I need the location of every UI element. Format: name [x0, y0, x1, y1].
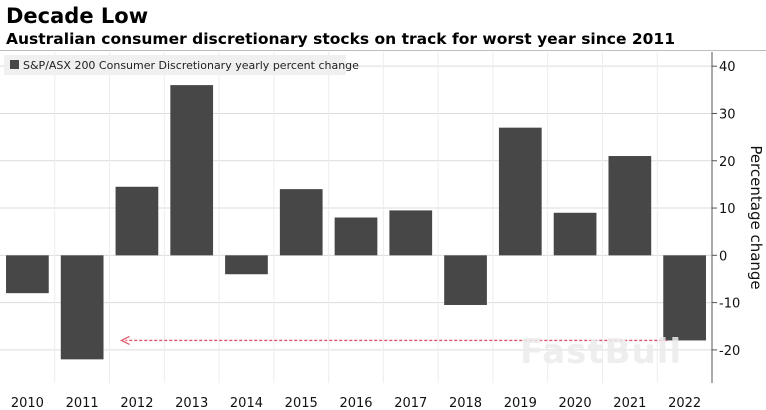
x-tick-label: 2014	[230, 396, 263, 410]
x-tick-label: 2012	[120, 396, 153, 410]
bar-2015	[279, 189, 323, 256]
x-tick-label: 2022	[668, 396, 701, 410]
bar-2020	[553, 212, 597, 256]
bar-2012	[115, 186, 159, 256]
bar-2021	[608, 156, 652, 256]
x-tick-label: 2021	[613, 396, 646, 410]
x-tick-label: 2016	[339, 396, 372, 410]
chart-title: Decade Low	[6, 4, 149, 28]
x-tick-label: 2010	[11, 396, 44, 410]
bar-2022	[663, 255, 706, 341]
y-tick-label: 40	[719, 60, 736, 75]
watermark: FastBull	[520, 332, 683, 372]
y-tick-label: 30	[719, 107, 736, 122]
x-tick-label: 2018	[449, 396, 482, 410]
annotation-arrow-head	[120, 335, 130, 346]
legend-box	[4, 55, 346, 75]
bar-2016	[334, 217, 378, 256]
y-tick-label: 10	[719, 202, 736, 217]
x-tick-label: 2013	[175, 396, 208, 410]
y-axis-label: Percentage change	[747, 145, 765, 289]
x-tick-label: 2019	[504, 396, 537, 410]
title-divider	[0, 50, 766, 51]
y-tick-label: 0	[719, 249, 727, 264]
chart-subtitle: Australian consumer discretionary stocks…	[6, 30, 675, 48]
bar-2019	[498, 127, 542, 256]
x-tick-label: 2020	[559, 396, 592, 410]
bar-2011	[60, 255, 104, 360]
legend-label: S&P/ASX 200 Consumer Discretionary yearl…	[23, 59, 359, 72]
x-tick-label: 2011	[66, 396, 99, 410]
bar-2017	[389, 210, 433, 256]
bar-2010	[6, 255, 49, 294]
bar-2018	[444, 255, 487, 305]
y-tick-label: 20	[719, 155, 736, 170]
legend-swatch	[10, 60, 19, 69]
y-tick-label: -10	[719, 297, 740, 312]
bar-2014	[225, 255, 268, 275]
x-tick-label: 2017	[394, 396, 427, 410]
bar-2013	[170, 85, 214, 256]
y-tick-label: -20	[719, 344, 740, 359]
x-tick-label: 2015	[285, 396, 318, 410]
